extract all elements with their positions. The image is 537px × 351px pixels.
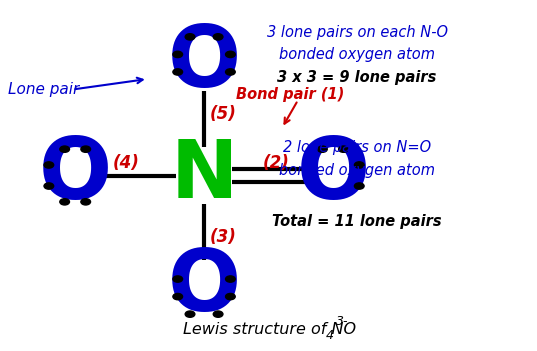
Text: O: O xyxy=(296,134,369,217)
Text: Lewis structure of NO: Lewis structure of NO xyxy=(183,322,355,337)
Circle shape xyxy=(226,293,235,300)
Circle shape xyxy=(173,276,183,282)
Text: 3 lone pairs on each N-O: 3 lone pairs on each N-O xyxy=(266,25,448,40)
Text: (3): (3) xyxy=(209,228,236,246)
Circle shape xyxy=(173,51,183,58)
Circle shape xyxy=(339,146,349,152)
Text: 2 lone pairs on N=O: 2 lone pairs on N=O xyxy=(283,140,431,155)
Text: Lone pair: Lone pair xyxy=(8,82,79,97)
Circle shape xyxy=(60,146,69,152)
Circle shape xyxy=(44,162,54,168)
Text: 4: 4 xyxy=(326,329,334,342)
Circle shape xyxy=(185,34,195,40)
Circle shape xyxy=(213,34,223,40)
Text: O: O xyxy=(168,246,241,329)
Text: bonded oxygen atom: bonded oxygen atom xyxy=(279,47,435,62)
Text: Bond pair (1): Bond pair (1) xyxy=(236,87,344,102)
Circle shape xyxy=(173,69,183,75)
Circle shape xyxy=(173,293,183,300)
Circle shape xyxy=(354,183,364,189)
Circle shape xyxy=(81,146,91,152)
Text: Total = 11 lone pairs: Total = 11 lone pairs xyxy=(272,214,442,229)
Circle shape xyxy=(81,199,91,205)
Circle shape xyxy=(185,311,195,317)
Circle shape xyxy=(60,199,69,205)
Circle shape xyxy=(44,183,54,189)
Text: N: N xyxy=(170,137,238,214)
Text: O: O xyxy=(39,134,112,217)
Text: 3-: 3- xyxy=(336,315,348,328)
Circle shape xyxy=(226,276,235,282)
Circle shape xyxy=(354,162,364,168)
Text: (5): (5) xyxy=(209,105,236,123)
Text: 3 x 3 = 9 lone pairs: 3 x 3 = 9 lone pairs xyxy=(278,70,437,85)
Text: (4): (4) xyxy=(113,154,140,172)
Circle shape xyxy=(317,146,327,152)
Circle shape xyxy=(226,51,235,58)
Text: bonded oxygen atom: bonded oxygen atom xyxy=(279,163,435,178)
Circle shape xyxy=(226,69,235,75)
Text: O: O xyxy=(168,22,241,105)
Text: (2): (2) xyxy=(263,154,290,172)
Circle shape xyxy=(213,311,223,317)
